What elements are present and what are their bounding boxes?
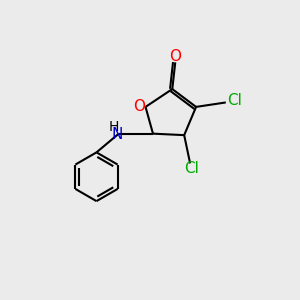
Text: H: H — [108, 120, 118, 134]
Text: O: O — [169, 50, 181, 64]
Text: Cl: Cl — [184, 161, 199, 176]
Text: N: N — [112, 127, 123, 142]
Text: Cl: Cl — [227, 94, 242, 109]
Text: O: O — [133, 99, 145, 114]
